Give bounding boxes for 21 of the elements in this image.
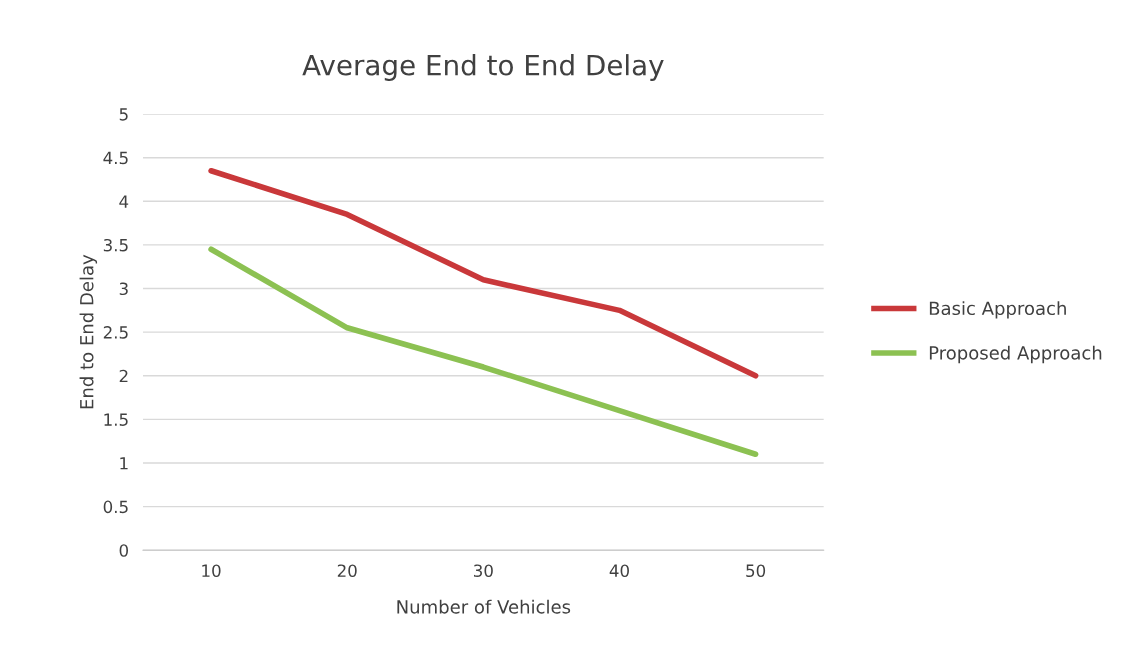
y-tick-label: 1.5 [104,413,128,426]
y-tick-label: 3 [119,282,128,296]
x-tick-label: 30 [474,564,493,578]
y-tick-label: 2.5 [103,326,128,339]
legend-label: Basic Approach [929,301,1066,319]
y-tick-label: 0 [119,544,128,557]
y-tick-label: 2 [119,369,128,383]
y-tick-label: 4 [119,195,129,208]
y-tick-label: 5 [119,108,128,121]
y-tick-label: 1 [120,457,128,470]
x-tick-label: 40 [609,564,629,578]
legend-label: Proposed Approach [929,345,1102,364]
y-tick-label: 3.5 [103,238,128,252]
y-axis-title: End to End Delay [79,254,98,409]
x-axis-title: Number of Vehicles [397,599,571,614]
x-tick-label: 10 [202,564,221,578]
x-tick-label: 50 [746,564,766,578]
y-tick-label: 4.5 [103,151,128,165]
chart-title: Average End to End Delay [302,54,664,81]
y-tick-label: 0.5 [103,500,128,514]
x-tick-label: 20 [337,564,357,578]
